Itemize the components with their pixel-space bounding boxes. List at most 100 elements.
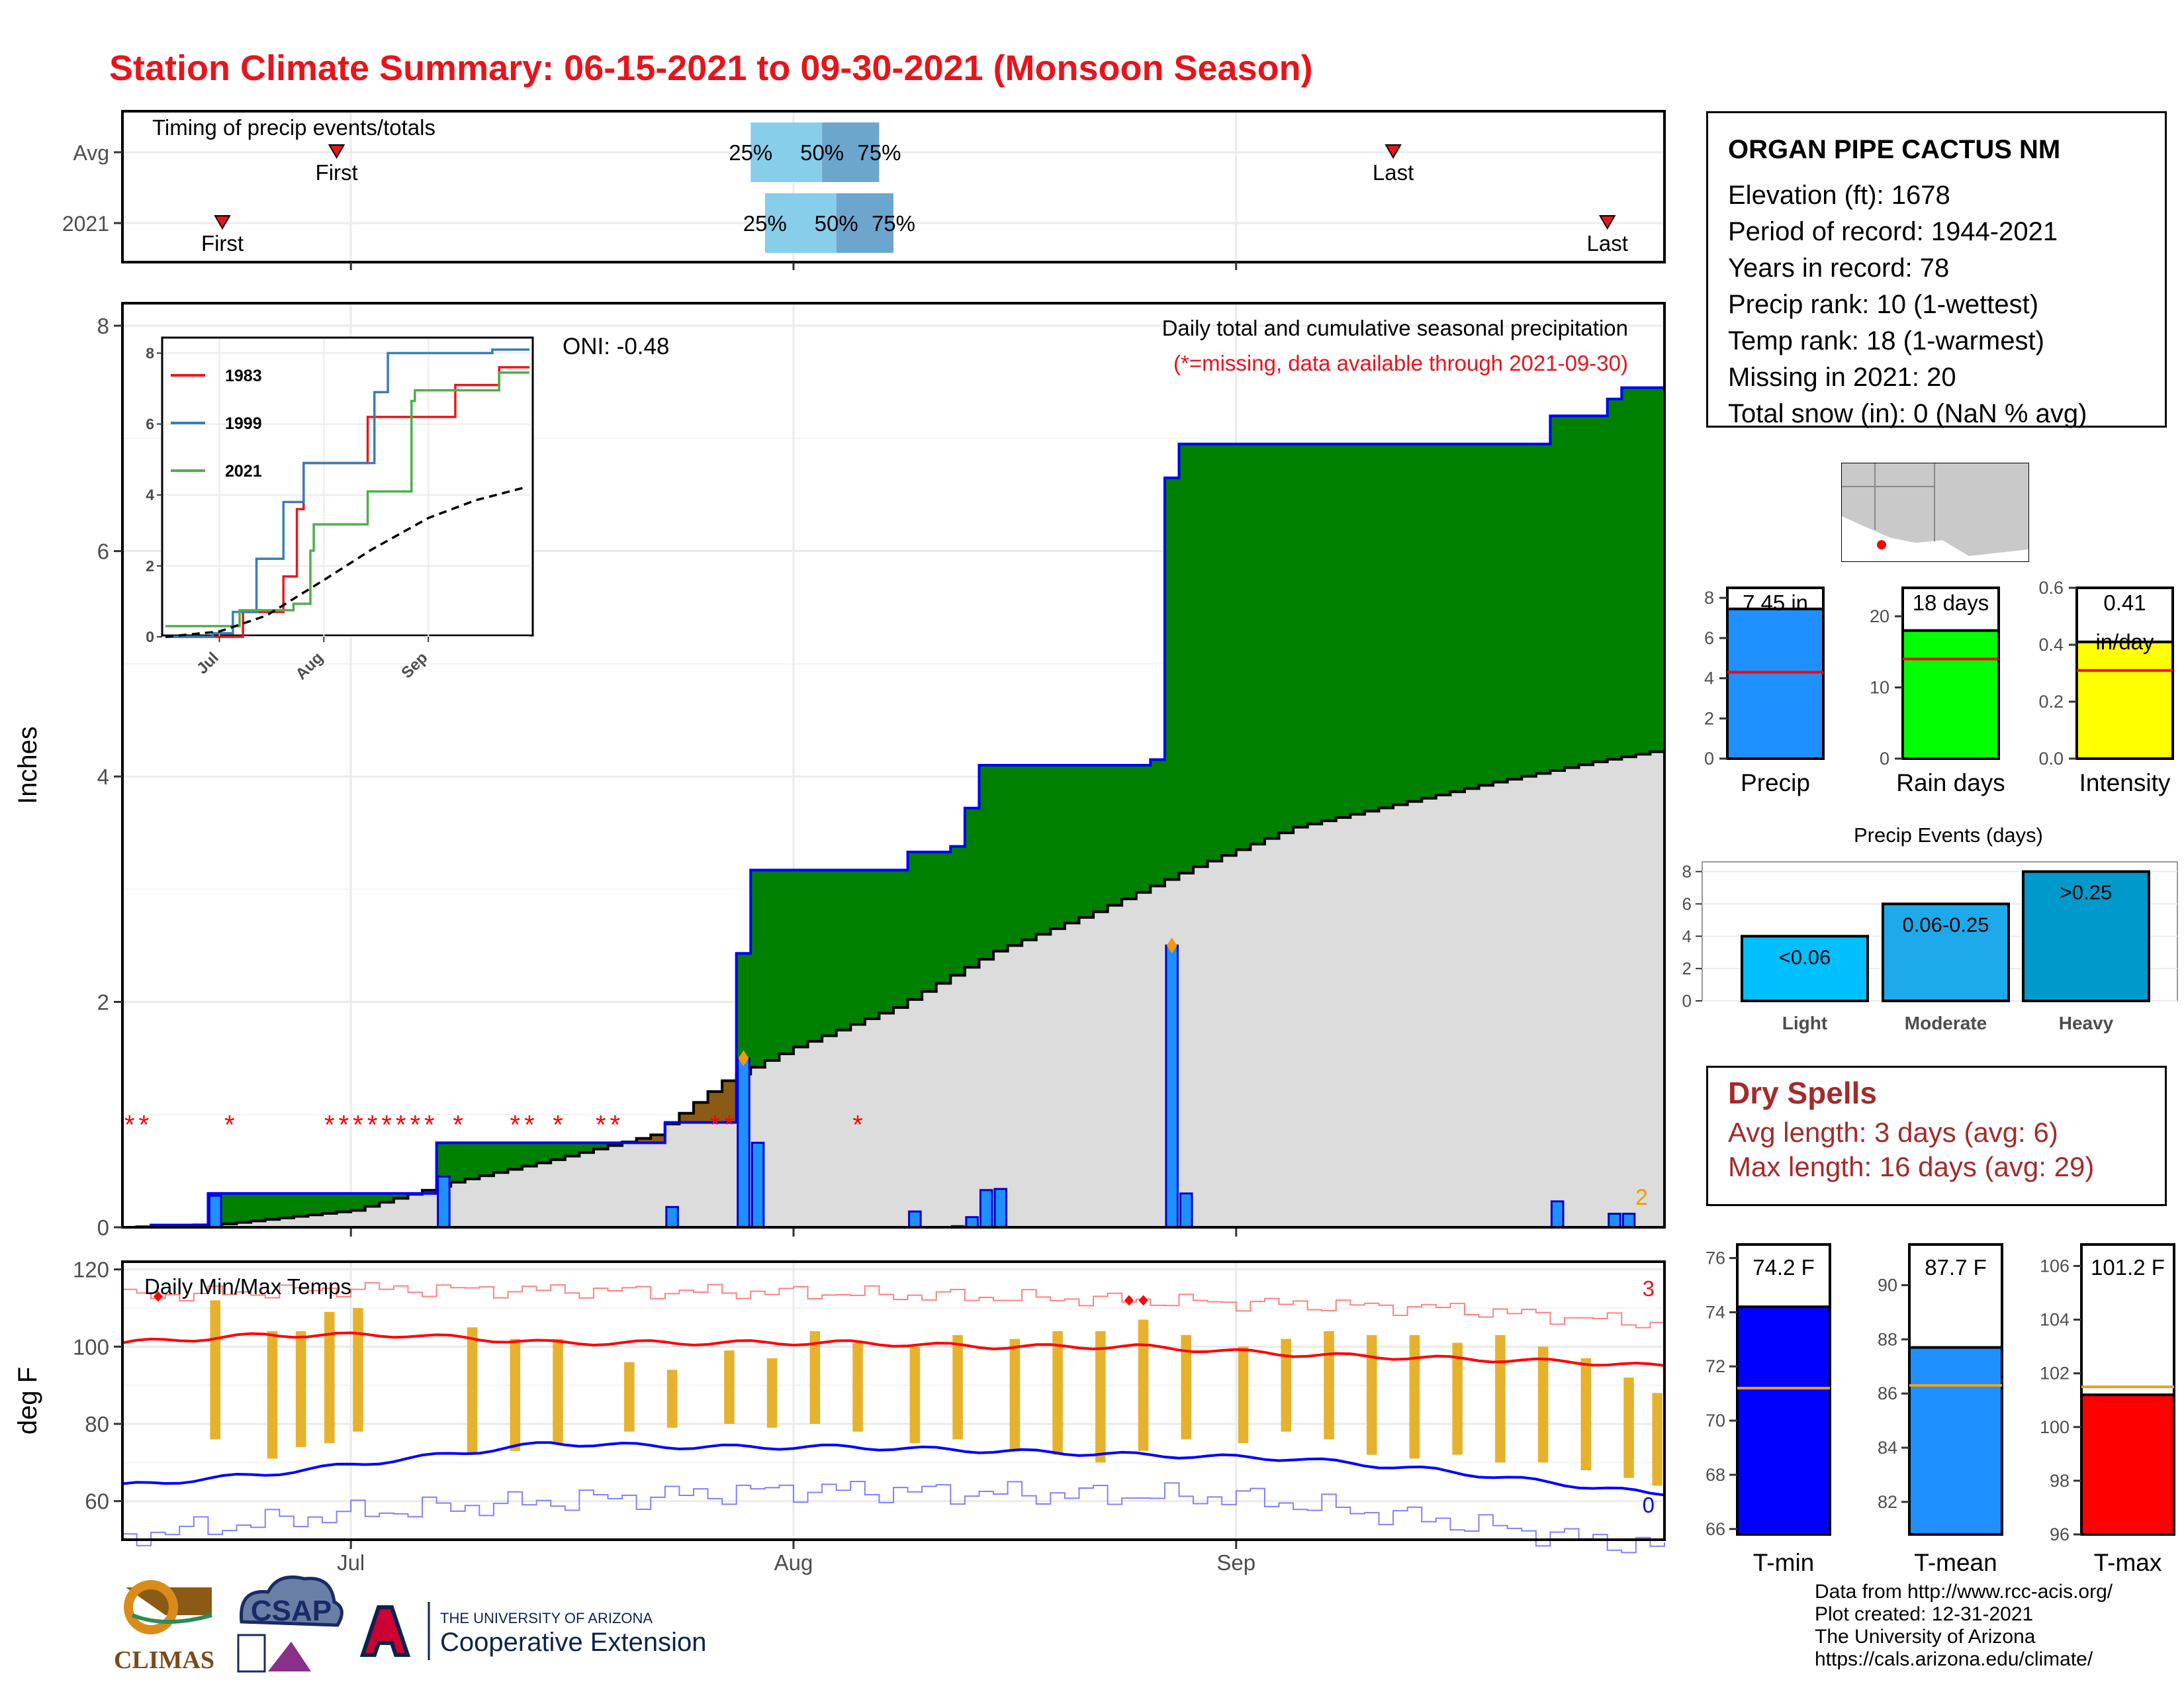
- daily-temp-range-bar: [553, 1338, 563, 1444]
- timing-p50-label: 50%: [815, 211, 858, 236]
- precip-surplus-area: [1650, 387, 1665, 752]
- daily-temp-range-bar: [624, 1362, 635, 1432]
- precip-y-tick-label: 0: [97, 1215, 109, 1240]
- precip-surplus-area: [379, 1193, 394, 1203]
- timing-bar-25-50: [751, 122, 823, 182]
- precip-normal-area: [1322, 820, 1337, 1227]
- events-y-tick-label: 6: [1682, 894, 1692, 914]
- precip-normal-area: [522, 1166, 537, 1227]
- precip-normal-area: [1307, 823, 1322, 1227]
- precip-normal-area: [579, 1152, 594, 1227]
- precip-surplus-area: [351, 1193, 366, 1211]
- precip-normal-area: [779, 1053, 794, 1227]
- precip-normal-area: [308, 1215, 323, 1227]
- precip-surplus-area: [1393, 444, 1408, 805]
- precip-normal-area: [1350, 814, 1365, 1227]
- timing-row-label: Avg: [73, 141, 109, 165]
- precip-surplus-area: [1193, 444, 1208, 867]
- precip-normal-area: [1007, 945, 1023, 1227]
- smallbar-y-tick-label: 0.4: [2038, 635, 2064, 655]
- precip-normal-area: [664, 1124, 680, 1227]
- precip-normal-area: [1564, 767, 1580, 1227]
- timing-p50-label: 50%: [800, 140, 844, 165]
- precip-normal-area: [879, 1013, 894, 1227]
- precip-deficit-area: [722, 1080, 737, 1123]
- precip-normal-area: [1493, 782, 1508, 1227]
- precip-surplus-area: [836, 870, 851, 1031]
- precip-normal-area: [479, 1176, 494, 1227]
- missing-star: *: [324, 1110, 335, 1139]
- daily-temp-range-bar: [1495, 1335, 1506, 1463]
- daily-temp-range-bar: [1324, 1331, 1334, 1440]
- precip-surplus-area: [508, 1143, 523, 1170]
- tempbar-y-tick-label: 102: [2040, 1364, 2070, 1383]
- daily-temp-range-bar: [809, 1331, 821, 1424]
- precip-deficit-area: [693, 1102, 709, 1123]
- precip-normal-area: [1222, 855, 1237, 1227]
- timing-first-marker: [328, 144, 345, 159]
- precip-surplus-area: [1079, 765, 1094, 917]
- precip-normal-area: [1593, 761, 1608, 1227]
- precip-surplus-area: [365, 1193, 380, 1207]
- timing-bar-25-50: [764, 193, 837, 253]
- station-line: Years in record: 78: [1728, 254, 1950, 283]
- event-bar-label: 0.06-0.25: [1903, 913, 1989, 936]
- events-title: Precip Events (days): [1854, 823, 2043, 847]
- precip-surplus-area: [950, 846, 966, 976]
- precip-surplus-area: [1122, 765, 1137, 899]
- tempbar-y-tick-label: 86: [1878, 1383, 1897, 1403]
- precip-normal-area: [293, 1216, 308, 1227]
- precip-surplus-area: [1607, 399, 1622, 760]
- daily-temp-range-bar: [267, 1331, 278, 1459]
- daily-temp-range-bar: [1238, 1346, 1249, 1444]
- precip-normal-area: [993, 951, 1009, 1227]
- tempbar-y-tick-label: 76: [1706, 1248, 1725, 1268]
- smallbar-y-tick-label: 0.2: [2038, 692, 2064, 712]
- precip-normal-area: [793, 1047, 809, 1227]
- precip-surplus-area: [1464, 444, 1480, 789]
- daily-temp-range-bar: [1580, 1358, 1592, 1470]
- temp-count-min: 0: [1643, 1493, 1655, 1517]
- precip-surplus-area: [1036, 765, 1051, 935]
- precip-normal-area: [251, 1221, 266, 1227]
- precip-surplus-area: [736, 953, 751, 1074]
- station-line: Temp rank: 18 (1-warmest): [1728, 326, 2044, 355]
- tempbar-y-tick-label: 70: [1706, 1411, 1725, 1430]
- station-info-box: ORGAN PIPE CACTUS NM Elevation (ft): 167…: [1706, 111, 2167, 428]
- daily-temp-range-bar: [952, 1335, 963, 1440]
- daily-precip-bar: [1550, 1200, 1565, 1229]
- temp-x-tick-label: Sep: [1216, 1550, 1255, 1575]
- daily-precip-bar: [208, 1194, 222, 1229]
- missing-star: *: [610, 1110, 621, 1139]
- inset-legend-label: 2021: [225, 462, 262, 481]
- precip-normal-area: [536, 1162, 551, 1227]
- credit-line: https://cals.arizona.edu/climate/: [1815, 1648, 2093, 1670]
- daily-temp-range-bar: [467, 1327, 478, 1455]
- missing-star: *: [510, 1110, 520, 1139]
- precip-surplus-area: [493, 1143, 508, 1173]
- avg_min-line: [122, 1441, 1665, 1497]
- tempbar-value-label: 87.7 F: [1925, 1255, 1987, 1280]
- timing-p25-label: 25%: [743, 211, 787, 236]
- precip-normal-area: [1264, 838, 1279, 1227]
- missing-star: *: [524, 1110, 535, 1139]
- precip-normal-area: [1435, 794, 1451, 1227]
- smallbar-unit-label: in/day: [2095, 630, 2154, 654]
- precip-deficit-area: [707, 1092, 723, 1123]
- precip-normal-area: [1250, 844, 1265, 1227]
- timing-last-marker: [1598, 215, 1616, 230]
- tempbar-value-tmean: [1908, 1346, 2003, 1536]
- timing-first-label: First: [201, 231, 244, 256]
- tempbar-y-tick-label: 90: [1878, 1275, 1897, 1295]
- temp-y-tick-label: 100: [73, 1335, 109, 1359]
- daily-temp-range-bar: [324, 1311, 335, 1444]
- smallbar-y-tick-label: 0.0: [2038, 749, 2064, 769]
- event-category-label: Light: [1782, 1013, 1827, 1033]
- tempbar-value-tmin: [1736, 1305, 1831, 1536]
- inset-legend-label: 1983: [225, 367, 262, 385]
- temp-x-tick-label: Jul: [337, 1550, 365, 1575]
- logos: CLIMAS CSAP THE UNIVERSITY OF ARIZONA Co…: [114, 1575, 706, 1674]
- precip-normal-area: [722, 1122, 737, 1227]
- tempbar-y-tick-label: 98: [2050, 1471, 2070, 1491]
